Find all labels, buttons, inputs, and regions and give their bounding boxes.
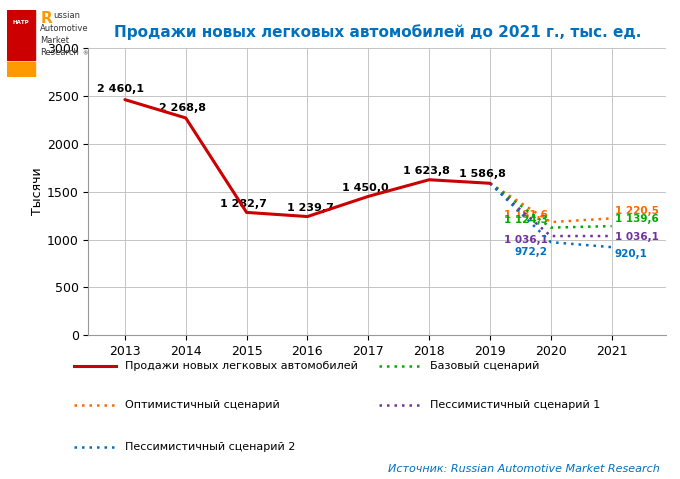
Bar xyxy=(7,10,35,60)
Text: 920,1: 920,1 xyxy=(615,249,647,259)
Text: R: R xyxy=(40,11,52,26)
Text: 1 036,1: 1 036,1 xyxy=(615,232,658,242)
Text: 1 036,1: 1 036,1 xyxy=(504,235,548,245)
Bar xyxy=(7,62,35,77)
Text: Базовый сценарий: Базовый сценарий xyxy=(430,362,539,371)
Text: 972,2: 972,2 xyxy=(515,247,548,257)
Text: 2 268,8: 2 268,8 xyxy=(159,103,206,113)
Text: Оптимистичный сценарий: Оптимистичный сценарий xyxy=(125,400,279,410)
Text: 1 586,8: 1 586,8 xyxy=(459,170,506,180)
Text: Продажи новых легковых автомобилей: Продажи новых легковых автомобилей xyxy=(125,362,358,371)
Text: 1 239,7: 1 239,7 xyxy=(287,203,334,213)
Text: 1 139,6: 1 139,6 xyxy=(615,214,658,224)
Y-axis label: Тысячи: Тысячи xyxy=(31,168,44,216)
Title: Продажи новых легковых автомобилей до 2021 г., тыс. ед.: Продажи новых легковых автомобилей до 20… xyxy=(114,24,641,40)
Text: 1 450,0: 1 450,0 xyxy=(342,182,388,193)
Text: 1 181,6: 1 181,6 xyxy=(504,210,548,220)
Text: ussian: ussian xyxy=(53,11,80,20)
Text: Источник: Russian Automotive Market Research: Источник: Russian Automotive Market Rese… xyxy=(388,464,660,474)
Text: Пессимистичный сценарий 1: Пессимистичный сценарий 1 xyxy=(430,400,600,410)
Text: Research: Research xyxy=(40,48,80,57)
Text: Market: Market xyxy=(40,36,69,46)
Text: ®: ® xyxy=(82,51,88,56)
Text: 1 220,5: 1 220,5 xyxy=(615,206,658,216)
Text: 1 623,8: 1 623,8 xyxy=(403,166,449,176)
Text: Automotive: Automotive xyxy=(40,24,89,34)
Text: Пессимистичный сценарий 2: Пессимистичный сценарий 2 xyxy=(125,442,295,452)
Text: 1 282,7: 1 282,7 xyxy=(220,199,267,208)
Text: 1 124,3: 1 124,3 xyxy=(504,215,548,225)
Text: 2 460,1: 2 460,1 xyxy=(97,84,143,94)
Text: НАТР: НАТР xyxy=(13,20,29,24)
